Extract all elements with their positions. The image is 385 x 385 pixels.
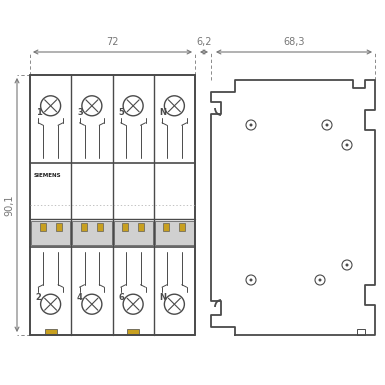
Text: SIEMENS: SIEMENS [34,173,62,178]
Bar [40,223,46,231]
Text: 4: 4 [77,293,83,302]
Text: 1: 1 [36,108,42,117]
Text: 6: 6 [118,293,124,302]
Text: 2: 2 [36,293,42,302]
Circle shape [318,278,321,281]
Bar [97,223,103,231]
Bar [114,221,153,245]
Circle shape [325,124,328,127]
Text: 68,3: 68,3 [283,37,305,47]
Bar [357,329,365,335]
Circle shape [249,278,253,281]
Bar [163,223,169,231]
Bar [45,329,57,335]
Text: N: N [159,108,166,117]
Circle shape [345,263,348,266]
Bar [179,223,185,231]
Bar [31,221,70,245]
Text: 3: 3 [77,108,83,117]
Bar [127,329,139,335]
Text: 72: 72 [106,37,119,47]
Bar [55,223,62,231]
Bar [122,223,128,231]
Circle shape [249,124,253,127]
Text: 90,1: 90,1 [4,194,14,216]
Text: 5: 5 [118,108,124,117]
Bar [138,223,144,231]
Text: 6,2: 6,2 [196,37,212,47]
Bar [155,221,194,245]
Bar [81,223,87,231]
Circle shape [345,144,348,147]
Text: N: N [159,293,166,302]
Bar [72,221,112,245]
